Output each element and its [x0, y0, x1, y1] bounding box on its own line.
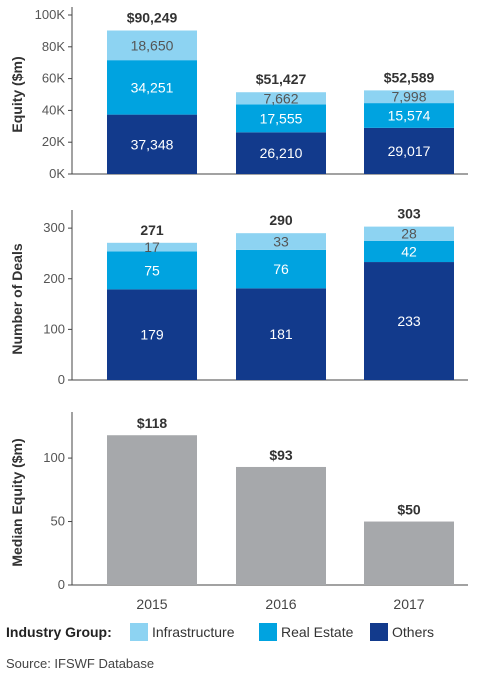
bar-total-label: 271	[140, 222, 164, 238]
bar-segment-real-estate	[107, 251, 197, 290]
bar-segment-infrastructure	[364, 90, 454, 104]
segment-value-label: 29,017	[388, 143, 431, 159]
segment-value-label: 7,662	[263, 90, 298, 106]
y-tick-label: 20K	[42, 134, 65, 149]
y-tick-label: 40K	[42, 102, 65, 117]
y-tick-label: 200	[43, 271, 65, 286]
bar-total-label: $52,589	[384, 69, 435, 85]
segment-value-label: 233	[397, 313, 421, 329]
segment-value-label: 42	[401, 243, 417, 259]
segment-value-label: 17	[144, 239, 160, 255]
bar-segment-real-estate	[364, 103, 454, 128]
y-tick-label: 0K	[49, 166, 65, 181]
y-tick-label: 100K	[35, 7, 66, 22]
bar-total-label: 290	[269, 212, 293, 228]
bar-median-equity	[107, 435, 197, 585]
bar-segment-infrastructure	[236, 233, 326, 250]
bar-median-equity	[236, 466, 326, 585]
y-tick-label: 80K	[42, 39, 65, 54]
bar-median-equity	[364, 521, 454, 585]
legend-swatch	[259, 623, 277, 641]
y-axis-title: Median Equity ($m)	[9, 438, 25, 566]
bar-segment-others	[236, 132, 326, 174]
y-tick-label: 100	[43, 321, 65, 336]
segment-value-label: 26,210	[260, 145, 303, 161]
bar-segment-infrastructure	[236, 92, 326, 105]
x-category-label: 2015	[136, 596, 167, 612]
source-note: Source: IFSWF Database	[6, 656, 154, 671]
legend-swatch	[130, 623, 148, 641]
bar-segment-others	[364, 127, 454, 174]
bar-total-label: $90,249	[127, 10, 178, 26]
segment-value-label: 181	[269, 326, 293, 342]
segment-value-label: 37,348	[131, 136, 174, 152]
x-category-label: 2017	[393, 596, 424, 612]
legend-item-label: Others	[392, 624, 434, 640]
bar-segment-others	[107, 289, 197, 380]
bar-segment-infrastructure	[107, 242, 197, 252]
legend-title: Industry Group:	[6, 624, 112, 640]
segment-value-label: 18,650	[131, 37, 174, 53]
y-tick-label: 0	[58, 577, 65, 592]
bar-segment-others	[364, 262, 454, 380]
bar-segment-real-estate	[236, 249, 326, 289]
bar-segment-real-estate	[236, 104, 326, 133]
bar-segment-others	[107, 114, 197, 174]
bar-segment-real-estate	[364, 240, 454, 263]
y-tick-label: 100	[43, 450, 65, 465]
segment-value-label: 33	[273, 234, 289, 250]
segment-value-label: 17,555	[260, 110, 303, 126]
bar-value-label: $50	[397, 502, 421, 518]
segment-value-label: 179	[140, 327, 164, 343]
y-axis-title: Number of Deals	[9, 243, 25, 354]
legend-item-label: Real Estate	[281, 624, 354, 640]
bar-total-label: 303	[397, 206, 421, 222]
bar-value-label: $118	[137, 415, 168, 431]
y-tick-label: 60K	[42, 71, 65, 86]
legend-swatch	[370, 623, 388, 641]
y-tick-label: 50	[51, 514, 65, 529]
segment-value-label: 28	[401, 226, 417, 242]
segment-value-label: 15,574	[388, 107, 431, 123]
segment-value-label: 75	[144, 262, 160, 278]
bar-total-label: $51,427	[256, 71, 307, 87]
y-axis-title: Equity ($m)	[9, 56, 25, 132]
y-tick-label: 0	[58, 372, 65, 387]
bar-segment-infrastructure	[107, 30, 197, 61]
y-tick-label: 300	[43, 220, 65, 235]
legend-item-label: Infrastructure	[152, 624, 235, 640]
segment-value-label: 76	[273, 261, 289, 277]
x-category-label: 2016	[265, 596, 296, 612]
segment-value-label: 34,251	[131, 79, 174, 95]
segment-value-label: 7,998	[391, 89, 426, 105]
bar-segment-infrastructure	[364, 226, 454, 241]
bar-segment-others	[236, 288, 326, 380]
bar-segment-real-estate	[107, 60, 197, 115]
bar-value-label: $93	[269, 447, 293, 463]
